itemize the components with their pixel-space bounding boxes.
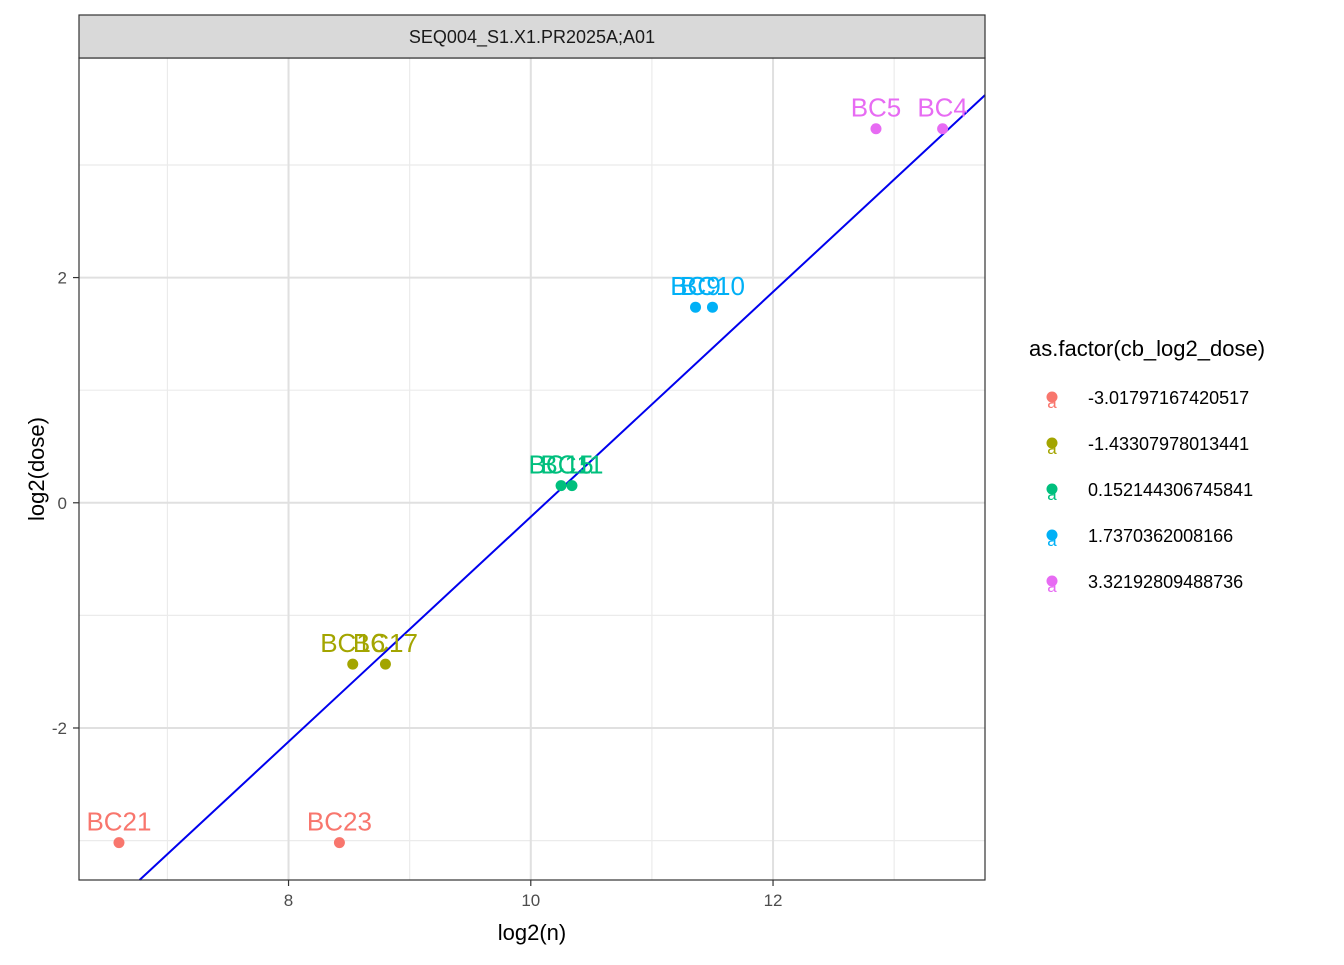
data-point xyxy=(566,480,578,492)
x-axis-title: log2(n) xyxy=(498,920,566,945)
y-tick-label: 2 xyxy=(58,269,67,288)
legend-entry-label: -3.01797167420517 xyxy=(1088,388,1249,408)
legend-key-glyph: a xyxy=(1047,439,1057,458)
legend-entry-label: -1.43307978013441 xyxy=(1088,434,1249,454)
data-point xyxy=(113,837,125,849)
legend-title: as.factor(cb_log2_dose) xyxy=(1029,336,1265,361)
legend-key-point xyxy=(1046,529,1058,541)
facet-strip xyxy=(78,14,986,59)
point-label: BC5 xyxy=(851,93,902,123)
x-tick-label: 8 xyxy=(284,891,293,910)
data-point xyxy=(379,658,391,670)
data-point xyxy=(870,123,882,135)
point-label: BC10 xyxy=(680,271,745,301)
y-tick-label: -2 xyxy=(52,719,67,738)
major-gridlines xyxy=(79,58,985,880)
x-axis: 8 10 12 xyxy=(284,880,783,910)
legend: as.factor(cb_log2_dose) a -3.017971674205… xyxy=(1029,336,1265,596)
y-axis: -2 0 2 xyxy=(52,269,79,738)
legend-key-point xyxy=(1046,575,1058,587)
y-axis-title: log2(dose) xyxy=(24,417,49,521)
data-point xyxy=(555,480,567,492)
legend-key-glyph: a xyxy=(1047,393,1057,412)
legend-entry-label: 3.32192809488736 xyxy=(1088,572,1243,592)
data-point xyxy=(690,301,702,313)
panel-background xyxy=(79,58,985,880)
data-point xyxy=(706,301,718,313)
data-point xyxy=(937,123,949,135)
data-point xyxy=(347,658,359,670)
point-label: BC16 xyxy=(320,628,385,658)
point-label: BC4 xyxy=(917,93,968,123)
legend-key-glyph: a xyxy=(1047,577,1057,596)
x-tick-label: 12 xyxy=(764,891,783,910)
facet-label: SEQ004_S1.X1.PR2025A;A01 xyxy=(409,27,655,48)
point-label: BC11 xyxy=(540,450,603,480)
legend-key-glyph: a xyxy=(1047,531,1057,550)
legend-key-point xyxy=(1046,483,1058,495)
legend-entry-label: 1.7370362008166 xyxy=(1088,526,1233,546)
legend-key-point xyxy=(1046,437,1058,449)
y-tick-label: 0 xyxy=(58,494,67,513)
legend-key-point xyxy=(1046,391,1058,403)
point-label: BC9 xyxy=(670,271,721,301)
point-label: BC21 xyxy=(86,807,151,837)
legend-entry-label: 0.152144306745841 xyxy=(1088,480,1253,500)
data-point xyxy=(333,837,345,849)
point-label: BC17 xyxy=(353,628,418,658)
points-layer xyxy=(113,123,949,849)
x-tick-label: 10 xyxy=(521,891,540,910)
point-label: BC23 xyxy=(307,807,372,837)
minor-gridlines xyxy=(79,58,985,880)
point-label: BC15 xyxy=(529,450,594,480)
legend-key-glyph: a xyxy=(1047,485,1057,504)
